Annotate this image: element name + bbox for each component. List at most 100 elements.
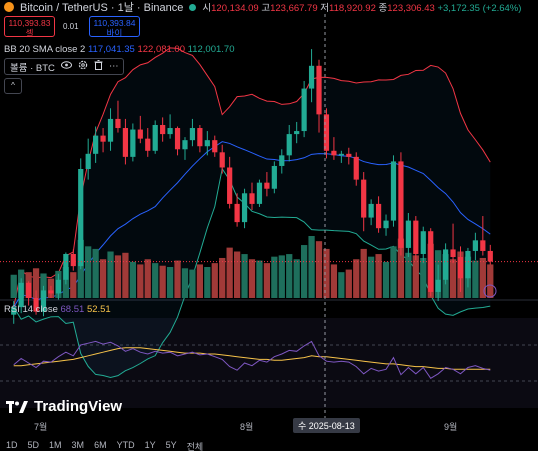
volume-bar — [308, 236, 315, 298]
candle-body — [33, 298, 39, 312]
candle-body — [286, 134, 292, 156]
candle-body — [308, 65, 315, 89]
candle-body — [85, 153, 91, 169]
volume-bar — [137, 264, 144, 298]
candle-body — [18, 282, 24, 308]
candle-body — [115, 118, 121, 129]
bb-legend[interactable]: BB 20 SMA close 2 117,041.35 122,081.00 … — [4, 44, 234, 55]
candle-body — [338, 153, 344, 156]
range-1m[interactable]: 1M — [49, 440, 62, 450]
candle-body — [390, 161, 397, 221]
volume-bar — [397, 238, 405, 298]
range-3m[interactable]: 3M — [71, 440, 85, 450]
tradingview-logo[interactable]: TradingView — [6, 398, 122, 415]
volume-bar — [487, 264, 494, 298]
volume-bar — [256, 260, 263, 298]
settings-icon[interactable] — [78, 60, 88, 73]
candle-body — [487, 250, 493, 262]
volume-bar — [412, 255, 419, 298]
range-1y[interactable]: 1Y — [144, 440, 156, 450]
high-value: 123,667.79 — [270, 3, 318, 14]
range-6m[interactable]: 6M — [94, 440, 107, 450]
rsi-line — [13, 340, 491, 379]
candle-body — [93, 135, 99, 154]
bb-basis-value: 117,041.35 — [87, 44, 135, 55]
candle-body — [212, 140, 218, 153]
candle-body — [480, 240, 486, 251]
volume-bar — [323, 248, 330, 298]
range-5d[interactable]: 5D — [27, 440, 40, 450]
candle-body — [435, 279, 441, 292]
candle-body — [323, 114, 330, 151]
candle-body — [219, 152, 225, 168]
candle-body — [346, 153, 352, 157]
volume-bar — [390, 246, 397, 298]
volume-bar — [368, 256, 375, 298]
candle-body — [249, 193, 255, 204]
range-all[interactable]: 전체 — [186, 442, 204, 451]
x-label-aug: 8월 — [240, 422, 254, 432]
candle-body — [383, 220, 389, 229]
volume-bar — [144, 259, 151, 298]
eye-icon[interactable] — [60, 61, 72, 72]
rsi-name: RSI 14 close — [4, 304, 58, 315]
candle-body — [182, 140, 188, 150]
volume-legend[interactable]: 볼륨 · BTC ⋯ — [4, 58, 125, 75]
range-1d[interactable]: 1D — [6, 440, 18, 450]
volume-bar — [85, 246, 92, 298]
more-icon[interactable]: ⋯ — [108, 61, 119, 72]
open-label: 시 — [202, 3, 212, 14]
buy-button[interactable]: 110,393.84 바이 — [89, 16, 140, 38]
volume-bar — [181, 268, 189, 298]
volume-bar — [382, 261, 390, 298]
bb-lower-value: 112,001.70 — [187, 44, 235, 55]
rsi-value: 68.51 — [60, 304, 85, 315]
collapse-legend-button[interactable]: ^ — [4, 78, 22, 94]
trash-icon[interactable] — [94, 60, 103, 73]
volume-bar — [114, 255, 122, 298]
rsi-legend[interactable]: RSI 14 close 68.51 52.51 — [4, 304, 111, 315]
candle-body — [413, 220, 419, 254]
candle-body — [465, 250, 471, 279]
candle-body — [152, 124, 158, 151]
low-label: 저 — [320, 3, 330, 14]
candle-body — [361, 179, 367, 218]
sell-button[interactable]: 110,393.83 셀 — [4, 16, 55, 38]
candle-body — [107, 118, 114, 142]
x-label-jul: 7월 — [34, 422, 48, 432]
close-label: 종 — [378, 3, 388, 14]
volume-bar — [353, 259, 360, 298]
candle-body — [472, 240, 478, 251]
volume-bar — [233, 251, 241, 298]
volume-bar — [293, 259, 300, 298]
volume-bar — [263, 263, 271, 298]
tradingview-logo-text: TradingView — [34, 398, 123, 415]
candle-body — [227, 167, 233, 204]
symbol-title[interactable]: Bitcoin / TetherUS · 1날 · Binance — [20, 2, 184, 14]
range-5y[interactable]: 5Y — [165, 440, 177, 450]
volume-bar — [286, 254, 293, 298]
candle-body — [130, 129, 136, 157]
lightning-icon — [483, 284, 497, 298]
buy-label: 바이 — [106, 28, 123, 38]
candle-body — [63, 253, 69, 280]
low-value: 118,920.92 — [329, 3, 376, 14]
volume-bar — [241, 254, 248, 298]
volume-bar — [338, 272, 345, 298]
range-ytd[interactable]: YTD — [116, 440, 135, 450]
volume-bar — [189, 269, 196, 298]
rsi-ma-value: 52.51 — [86, 304, 111, 315]
candle-body — [264, 182, 270, 189]
candle-body — [100, 135, 106, 142]
volume-bar — [32, 268, 40, 298]
candle-body — [256, 182, 263, 204]
candle-body — [279, 155, 285, 166]
volume-bar — [40, 273, 47, 298]
sell-label: 셀 — [25, 28, 34, 38]
rsi-pane-bg — [0, 318, 538, 408]
volume-legend-label: 볼륨 · BTC — [10, 62, 55, 74]
volume-bar — [107, 251, 114, 298]
candle-body — [368, 203, 374, 218]
